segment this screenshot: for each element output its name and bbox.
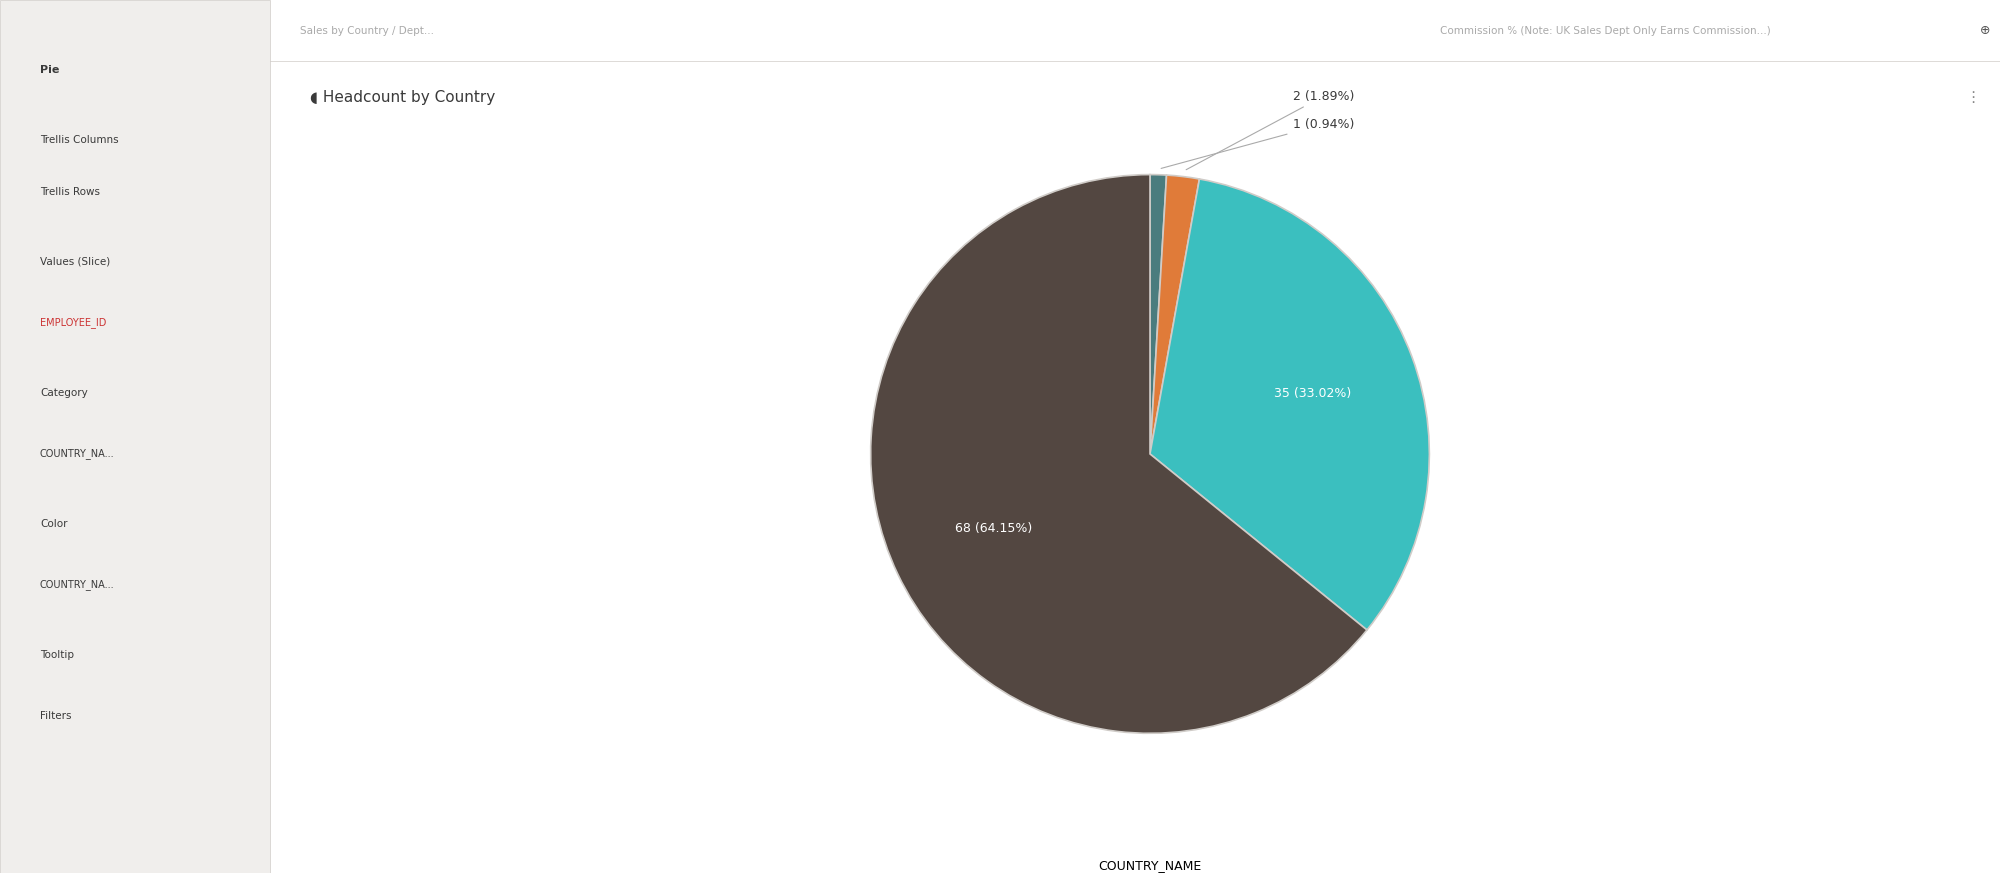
Text: EMPLOYEE_ID: EMPLOYEE_ID <box>40 318 106 328</box>
Text: Category: Category <box>40 388 88 398</box>
Text: ⊕: ⊕ <box>1980 24 1990 37</box>
Text: 35 (33.02%): 35 (33.02%) <box>1274 387 1350 400</box>
Text: Commission % (Note: UK Sales Dept Only Earns Commission...): Commission % (Note: UK Sales Dept Only E… <box>1440 25 1770 36</box>
Wedge shape <box>870 175 1366 733</box>
Text: ◖ Headcount by Country: ◖ Headcount by Country <box>310 90 496 106</box>
Wedge shape <box>1150 179 1430 630</box>
Wedge shape <box>1150 175 1166 454</box>
Text: Pie: Pie <box>40 65 60 75</box>
Text: COUNTRY_NA...: COUNTRY_NA... <box>40 449 114 459</box>
Text: 68 (64.15%): 68 (64.15%) <box>956 522 1032 535</box>
Text: Filters: Filters <box>40 711 72 721</box>
Legend: Canada, Germany, United Kingdom, United States of America: Canada, Germany, United Kingdom, United … <box>908 855 1392 873</box>
Text: Tooltip: Tooltip <box>40 650 74 660</box>
Wedge shape <box>1150 175 1200 454</box>
Text: Trellis Columns: Trellis Columns <box>40 134 118 145</box>
Text: Color: Color <box>40 519 68 529</box>
Text: ⋮: ⋮ <box>1964 90 1980 106</box>
Text: 1 (0.94%): 1 (0.94%) <box>1162 118 1354 168</box>
Text: Sales by Country / Dept...: Sales by Country / Dept... <box>300 25 434 36</box>
Text: COUNTRY_NA...: COUNTRY_NA... <box>40 580 114 590</box>
Bar <box>0 0 270 873</box>
Text: 2 (1.89%): 2 (1.89%) <box>1186 90 1354 169</box>
Text: Values (Slice): Values (Slice) <box>40 257 110 267</box>
Text: Trellis Rows: Trellis Rows <box>40 187 100 197</box>
